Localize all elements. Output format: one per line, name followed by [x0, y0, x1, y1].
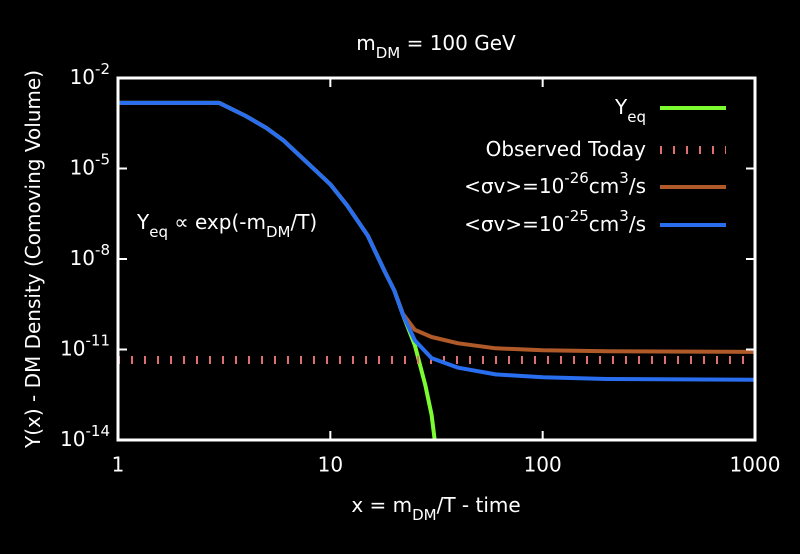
text-segment: -26	[564, 169, 589, 187]
y-tick-exponent: -2	[95, 60, 110, 78]
legend-label: <σv>=10-26cm3/s	[464, 169, 646, 198]
text-segment: DM	[376, 44, 401, 62]
series-line	[118, 100, 756, 382]
y-tick-label: 10-5	[70, 150, 110, 179]
text-segment: 3	[619, 207, 629, 225]
text-segment: /s	[629, 212, 646, 236]
text-segment: Y	[614, 95, 628, 119]
y-tick-exponent: -11	[86, 331, 111, 349]
y-tick-label: 10-11	[60, 331, 110, 360]
legend-label: Observed Today	[486, 137, 647, 161]
y-tick-base: 10	[60, 336, 85, 360]
y-tick-label: 10-14	[60, 422, 110, 451]
text-segment: /s	[629, 174, 646, 198]
legend-label: <σv>=10-25cm3/s	[464, 207, 646, 236]
annotation: Yeq ∝ exp(-mDM/T)	[136, 210, 317, 241]
y-tick-base: 10	[70, 65, 95, 89]
y-tick-base: 10	[60, 427, 85, 451]
y-tick-exponent: -14	[86, 422, 111, 440]
text-segment: 3	[619, 169, 629, 187]
text-segment: -25	[564, 207, 589, 225]
text-segment: Y(x) - DM Density (Comoving Volume)	[21, 70, 45, 449]
text-segment: Observed Today	[486, 137, 647, 161]
text-segment: cm	[589, 174, 619, 198]
x-tick-label: 100	[524, 453, 562, 477]
y-tick-label: 10-2	[70, 60, 110, 89]
series-group	[118, 100, 756, 441]
text-segment: <σv>=10	[464, 174, 564, 198]
text-segment: <σv>=10	[464, 212, 564, 236]
y-tick-exponent: -5	[95, 150, 110, 168]
text-segment: /T)	[290, 210, 317, 234]
x-tick-label: 1	[112, 453, 125, 477]
x-tick-label: 10	[318, 453, 343, 477]
x-tick-label: 1000	[730, 453, 781, 477]
text-segment: /T - time	[437, 493, 521, 517]
y-tick-base: 10	[70, 155, 95, 179]
chart-title: mDM = 100 GeV	[356, 31, 516, 62]
text-segment: eq	[149, 223, 168, 241]
text-segment: DM	[266, 223, 291, 241]
x-axis-label: x = mDM/T - time	[351, 493, 520, 524]
y-axis-label: Y(x) - DM Density (Comoving Volume)	[21, 70, 45, 449]
text-segment: eq	[627, 108, 646, 126]
text-segment: DM	[412, 506, 437, 524]
text-segment: Y	[136, 210, 150, 234]
text-segment: x = m	[351, 493, 412, 517]
text-segment: cm	[589, 212, 619, 236]
text-segment: = 100 GeV	[400, 31, 516, 55]
y-tick-label: 10-8	[70, 241, 110, 270]
y-tick-base: 10	[70, 246, 95, 270]
text-segment: m	[356, 31, 375, 55]
text-segment: ∝ exp(-m	[168, 210, 266, 234]
y-tick-exponent: -8	[95, 241, 110, 259]
legend-label: Yeq	[614, 95, 646, 126]
